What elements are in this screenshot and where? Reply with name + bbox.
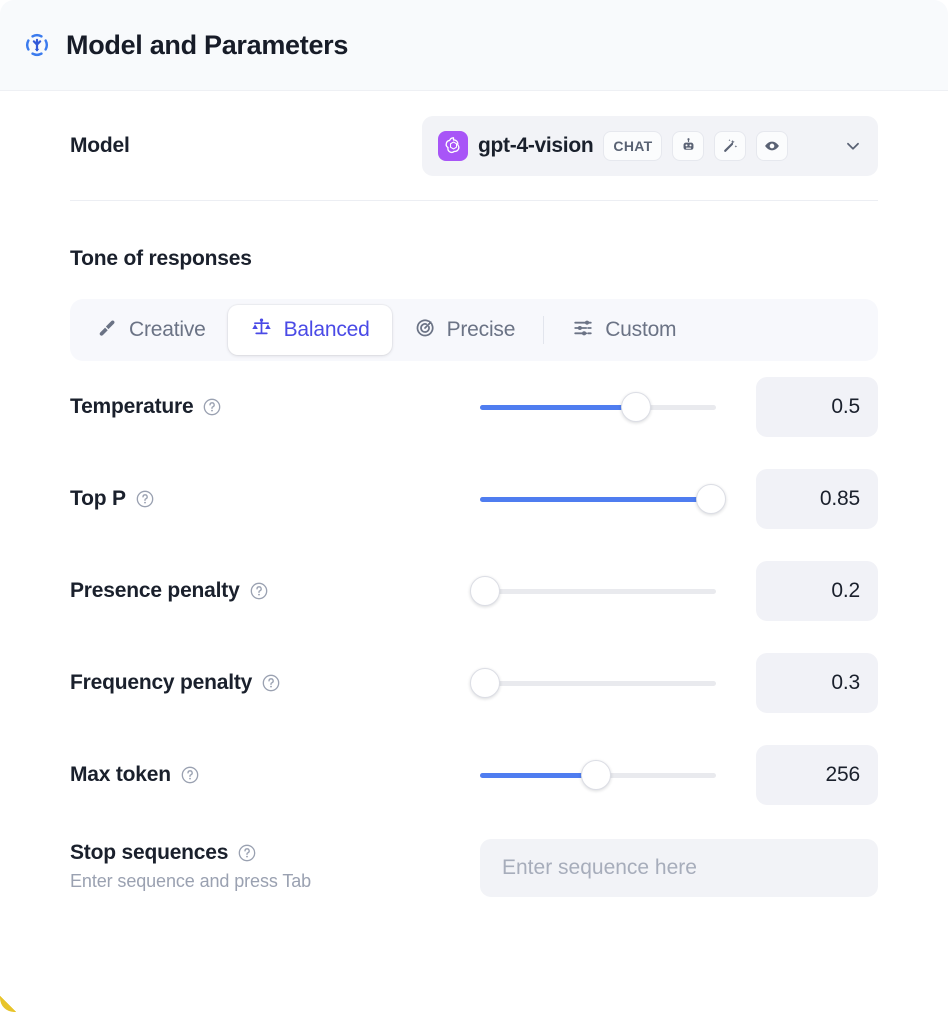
slider-fill [480, 404, 636, 410]
chevron-down-icon[interactable] [842, 135, 864, 157]
stop-sequences-input[interactable] [480, 839, 878, 897]
param-label-wrap: Max token [70, 763, 480, 787]
magic-wand-icon [714, 130, 747, 161]
param-row-temperature: Temperature 0.5 [70, 361, 878, 453]
target-icon [414, 317, 436, 344]
slider-thumb[interactable] [696, 484, 727, 514]
slider-track [480, 680, 716, 686]
presence-penalty-value: 0.2 [831, 579, 860, 602]
frequency-penalty-slider[interactable] [469, 668, 716, 698]
page-title: Model and Parameters [66, 29, 349, 60]
max-token-label: Max token [70, 763, 171, 786]
param-row-top-p: Top P 0.85 [70, 453, 878, 545]
help-circle-icon[interactable] [135, 489, 155, 509]
help-circle-icon[interactable] [249, 581, 269, 601]
param-row-max-token: Max token 256 [70, 729, 878, 821]
slider-thumb[interactable] [580, 760, 611, 790]
model-row: Model gpt-4-vision CHAT [70, 91, 878, 200]
panel-body: Model gpt-4-vision CHAT [0, 91, 948, 897]
slider-thumb[interactable] [469, 576, 500, 606]
tab-creative-label: Creative [129, 318, 206, 341]
slider-fill [480, 496, 712, 502]
top-p-slider[interactable] [480, 484, 727, 514]
model-name: gpt-4-vision [478, 133, 594, 157]
slider-thumb[interactable] [620, 392, 651, 422]
model-label: Model [70, 133, 130, 157]
frequency-penalty-label: Frequency penalty [70, 671, 253, 694]
presence-penalty-slider[interactable] [469, 576, 716, 606]
slider-thumb[interactable] [469, 668, 500, 698]
param-label-wrap: Top P [70, 487, 480, 511]
presence-penalty-value-box[interactable]: 0.2 [756, 561, 878, 621]
top-p-label: Top P [70, 487, 126, 510]
help-circle-icon[interactable] [237, 843, 257, 863]
tab-balanced-label: Balanced [283, 318, 370, 341]
panel-header: Model and Parameters [0, 0, 948, 91]
help-circle-icon[interactable] [261, 673, 281, 693]
slider-fill [480, 772, 596, 778]
param-label-wrap: Stop sequences [70, 841, 480, 865]
param-row-frequency-penalty: Frequency penalty 0.3 [70, 637, 878, 729]
tab-precise[interactable]: Precise [392, 305, 538, 355]
param-label-wrap: Presence penalty [70, 579, 480, 603]
frequency-penalty-value-box[interactable]: 0.3 [756, 653, 878, 713]
slider-track [480, 588, 716, 594]
model-select[interactable]: gpt-4-vision CHAT [422, 115, 878, 176]
chat-badge-label: CHAT [613, 137, 653, 154]
robot-icon [672, 130, 705, 161]
max-token-value-box[interactable]: 256 [756, 745, 878, 805]
tab-balanced[interactable]: Balanced [227, 305, 392, 355]
stop-sequences-row: Stop sequences Enter sequence and press … [70, 839, 878, 897]
temperature-value: 0.5 [831, 395, 860, 418]
model-node-icon [22, 30, 52, 60]
tab-custom[interactable]: Custom [550, 305, 698, 355]
temperature-label: Temperature [70, 395, 194, 418]
corner-marker [0, 996, 16, 1012]
paintbrush-icon [96, 317, 118, 344]
temperature-slider[interactable] [480, 392, 716, 422]
help-circle-icon[interactable] [180, 765, 200, 785]
max-token-value: 256 [825, 763, 861, 786]
max-token-slider[interactable] [480, 760, 716, 790]
scales-icon [250, 316, 273, 344]
temperature-value-box[interactable]: 0.5 [756, 377, 878, 437]
top-p-value: 0.85 [819, 487, 860, 510]
section-divider [70, 200, 878, 201]
stop-sequences-left: Stop sequences Enter sequence and press … [70, 839, 480, 892]
help-circle-icon[interactable] [202, 397, 222, 417]
stop-sequences-label: Stop sequences [70, 841, 229, 864]
presence-penalty-label: Presence penalty [70, 579, 240, 602]
chat-badge: CHAT [603, 130, 663, 161]
eye-icon [756, 130, 789, 161]
tone-section-title: Tone of responses [70, 247, 252, 270]
param-label-wrap: Frequency penalty [70, 671, 480, 695]
tab-custom-label: Custom [605, 318, 677, 341]
param-row-presence-penalty: Presence penalty 0.2 [70, 545, 878, 637]
tone-tabs: Creative Balanced [70, 299, 878, 361]
tone-separator [543, 316, 545, 344]
param-label-wrap: Temperature [70, 395, 480, 419]
frequency-penalty-value: 0.3 [831, 671, 860, 694]
top-p-value-box[interactable]: 0.85 [756, 469, 878, 529]
openai-logo-icon [438, 130, 468, 161]
tab-creative[interactable]: Creative [74, 305, 228, 355]
sliders-icon [572, 317, 594, 344]
stop-sequences-hint: Enter sequence and press Tab [70, 871, 312, 891]
tab-precise-label: Precise [446, 318, 516, 341]
